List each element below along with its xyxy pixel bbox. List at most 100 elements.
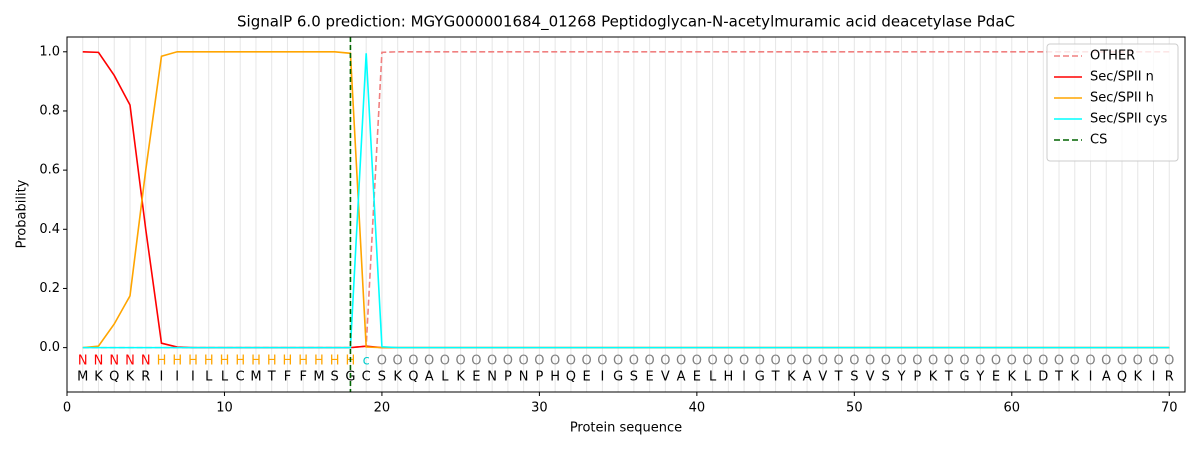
region-label: O [582,353,592,368]
residue: D [1038,370,1048,385]
y-tick-label: 0.0 [39,340,60,355]
residue: E [472,370,480,385]
region-label: O [408,353,418,368]
residue: E [693,370,701,385]
region-label: O [550,353,560,368]
residue: I [742,370,746,385]
region-label: O [755,353,765,368]
legend-label: Sec/SPII cys [1090,112,1168,127]
region-label: H [298,353,308,368]
region-label: O [1133,353,1143,368]
residue: M [77,370,88,385]
residue: V [818,370,827,385]
x-tick-label: 10 [216,401,233,416]
region-label: H [157,353,167,368]
residue: Q [109,370,119,385]
region-label: O [456,353,466,368]
y-tick-label: 1.0 [39,44,60,59]
residue: T [267,370,276,385]
region-label: O [1070,353,1080,368]
residue: S [850,370,858,385]
residue: K [787,370,796,385]
region-label: O [487,353,497,368]
region-label: H [204,353,214,368]
residue: I [160,370,164,385]
residue: I [175,370,179,385]
residue: H [550,370,560,385]
region-label: O [471,353,481,368]
residue: R [1165,370,1174,385]
region-label: O [912,353,922,368]
x-axis-label: Protein sequence [570,421,682,436]
region-label: O [975,353,985,368]
residue: L [221,370,229,385]
residue: M [313,370,324,385]
region-label: O [770,353,780,368]
region-label: O [377,353,387,368]
region-label: O [597,353,607,368]
residue: E [992,370,1000,385]
region-label: O [739,353,749,368]
region-label: O [424,353,434,368]
residue: E [646,370,654,385]
residue: N [519,370,529,385]
residue: A [425,370,434,385]
region-label: O [833,353,843,368]
region-label: O [519,353,529,368]
residue: T [834,370,843,385]
region-label: O [645,353,655,368]
residue: P [913,370,921,385]
region-label: O [1148,353,1158,368]
residue: I [191,370,195,385]
region-label: O [1117,353,1127,368]
residue: S [378,370,386,385]
region-label: O [1085,353,1095,368]
residue: C [362,370,371,385]
y-tick-label: 0.2 [39,281,60,296]
residue: T [771,370,780,385]
x-tick-label: 40 [689,401,706,416]
region-label: O [393,353,403,368]
region-label: H [283,353,293,368]
residue: A [1102,370,1111,385]
region-label: O [1054,353,1064,368]
region-label: N [109,353,119,368]
residue: E [583,370,591,385]
region-label: N [141,353,151,368]
y-tick-label: 0.4 [39,222,60,237]
region-label: O [660,353,670,368]
residue: T [944,370,953,385]
residue: K [1133,370,1142,385]
series-line [82,53,1170,349]
residue: A [803,370,812,385]
residue: G [755,370,765,385]
region-label: c [363,353,370,368]
region-label: O [566,353,576,368]
residue: T [1054,370,1063,385]
residue: Y [897,370,906,385]
residue: M [250,370,261,385]
residue: F [284,370,291,385]
residue: R [141,370,150,385]
residue: H [723,370,733,385]
region-label: O [881,353,891,368]
residue: V [661,370,670,385]
chart-title: SignalP 6.0 prediction: MGYG000001684_01… [237,13,1015,32]
legend-box [1046,43,1179,162]
plot-frame [66,36,1186,393]
region-label: O [676,353,686,368]
residue: K [929,370,938,385]
region-label: O [1164,353,1174,368]
region-label: O [991,353,1001,368]
residue: Q [566,370,576,385]
residue: I [1152,370,1156,385]
residue: S [882,370,890,385]
residue: S [331,370,339,385]
region-label: H [314,353,324,368]
residue: K [94,370,103,385]
residue: L [709,370,717,385]
y-axis-label: Probability [15,179,30,248]
residue: Q [408,370,418,385]
